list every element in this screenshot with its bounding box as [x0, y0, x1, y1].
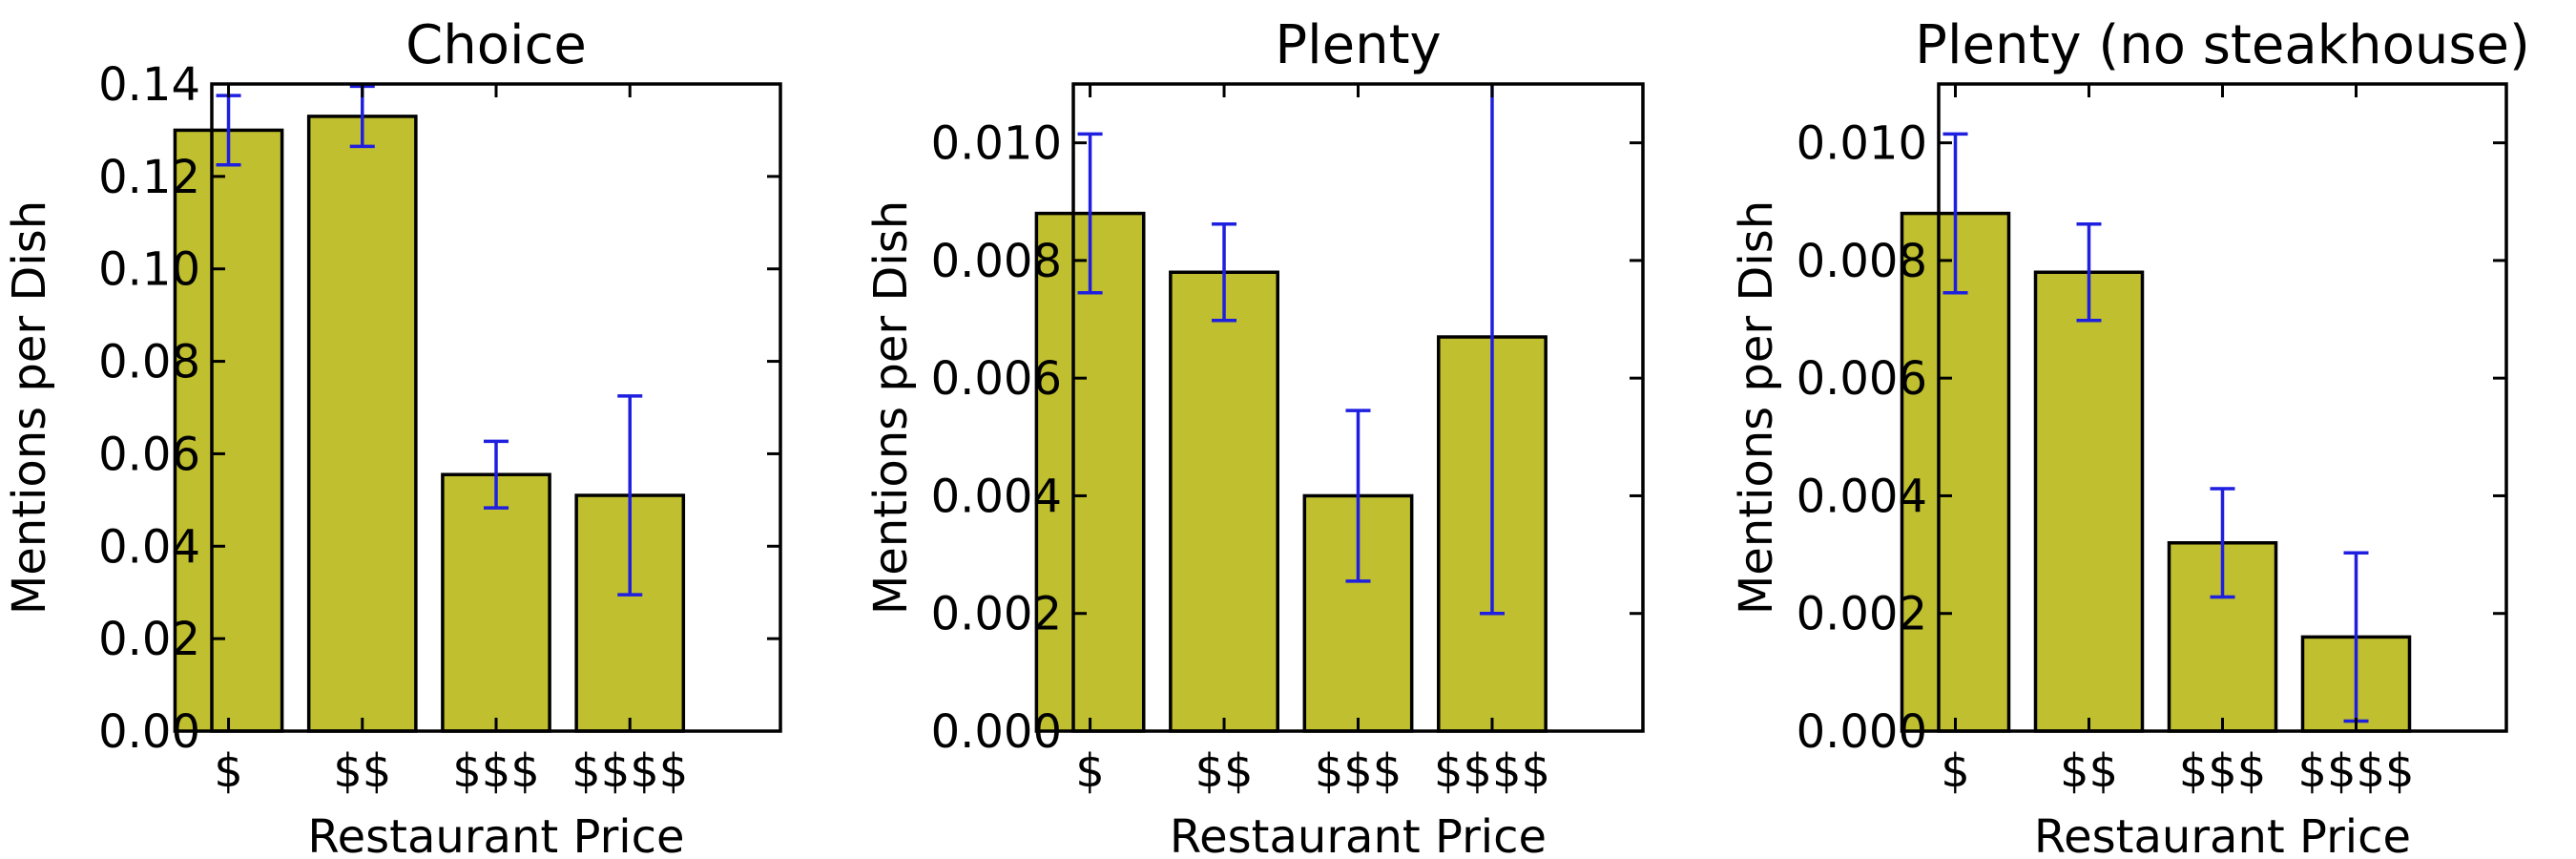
y-tick-label: 0.002 [931, 588, 1062, 641]
bar-plenty-0 [1034, 211, 1146, 733]
y-tick-label: 0.08 [98, 336, 200, 389]
y-tick-label: 0.010 [931, 117, 1062, 171]
x-tick-label: $$$$ [1434, 744, 1550, 798]
error-bar-plenty-2 [1345, 409, 1371, 583]
x-tick-label: $ [1075, 744, 1105, 798]
error-bar-plenty-no-steakhouse-2 [2210, 487, 2235, 599]
x-axis-label: Restaurant Price [2034, 810, 2411, 859]
y-tick-label: 0.02 [98, 613, 200, 666]
x-axis-label: Restaurant Price [1170, 810, 1547, 859]
x-axis-label: Restaurant Price [307, 810, 684, 859]
error-bar-plenty-1 [1212, 221, 1237, 323]
x-tick-label: $$$ [2179, 744, 2267, 798]
bar-choice-2 [441, 472, 551, 733]
y-tick-label: 0.14 [98, 58, 200, 112]
y-tick-label: 0.004 [931, 470, 1062, 523]
chart-title: Plenty [1275, 14, 1441, 76]
y-tick-label: 0.006 [1797, 352, 1927, 406]
error-bar-plenty-0 [1077, 132, 1103, 295]
error-bar-plenty-no-steakhouse-0 [1942, 132, 1968, 295]
x-tick-label: $$ [333, 744, 391, 798]
y-tick-label: 0.010 [1797, 117, 1927, 171]
y-tick-label: 0.002 [1797, 588, 1927, 641]
y-tick-label: 0.12 [98, 151, 200, 204]
y-axis-label: Mentions per Dish [864, 200, 918, 615]
x-tick-label: $ [214, 744, 243, 798]
error-bar-plenty-3 [1479, 84, 1505, 616]
x-tick-label: $$$ [1315, 744, 1402, 798]
y-tick-label: 0.00 [98, 705, 200, 759]
bar-choice-1 [306, 115, 418, 733]
error-bar-choice-3 [617, 394, 643, 597]
error-bar-plenty-no-steakhouse-1 [2076, 221, 2102, 323]
x-tick-label: $$ [2060, 744, 2118, 798]
bar-choice-0 [173, 128, 284, 733]
y-tick-label: 0.06 [98, 428, 200, 481]
y-tick-label: 0.008 [931, 235, 1062, 288]
x-tick-label: $$$$ [571, 744, 688, 798]
y-axis-label: Mentions per Dish [1730, 200, 1783, 615]
x-tick-label: $$$ [452, 744, 540, 798]
y-axis-label: Mentions per Dish [3, 200, 56, 615]
chart-title: Plenty (no steakhouse) [1915, 14, 2530, 76]
y-tick-label: 0.04 [98, 520, 200, 574]
chart-panel-choice: 0.000.020.040.060.080.100.120.14$ $$ $$$ $$… [3, 14, 782, 859]
y-tick-label: 0.000 [1797, 705, 1927, 759]
bar-plenty-no-steakhouse-0 [1900, 211, 2011, 733]
x-tick-label: $$$$ [2297, 744, 2414, 798]
bar-plenty-1 [1169, 270, 1279, 733]
chart-title: Choice [405, 14, 587, 76]
error-bar-choice-2 [484, 439, 509, 510]
x-tick-label: $$ [1195, 744, 1253, 798]
x-tick-label: $ [1941, 744, 1970, 798]
y-tick-label: 0.006 [931, 352, 1062, 406]
y-tick-label: 0.008 [1797, 235, 1927, 288]
bar-plenty-no-steakhouse-1 [2033, 270, 2145, 733]
y-tick-label: 0.004 [1797, 470, 1927, 523]
y-tick-label: 0.10 [98, 243, 200, 297]
y-tick-label: 0.000 [931, 705, 1062, 759]
